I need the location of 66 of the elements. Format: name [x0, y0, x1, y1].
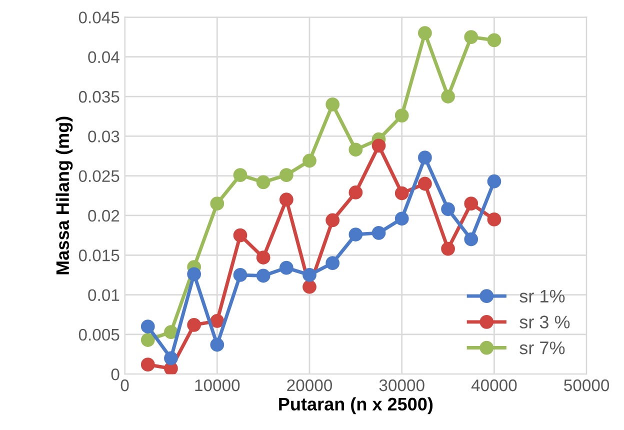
point: [256, 268, 270, 283]
point: [164, 325, 178, 340]
point: [233, 268, 248, 282]
point: [140, 358, 155, 372]
x-tick-label: 0: [120, 379, 129, 392]
y-tick-label: 0.03: [88, 130, 120, 142]
point: [348, 186, 363, 200]
point: [187, 318, 202, 332]
point: [279, 192, 294, 207]
y-axis-title: Massa Hilang (mg): [56, 116, 73, 274]
legend-label: sr 3 %: [520, 316, 570, 328]
point: [464, 232, 478, 246]
point: [279, 260, 294, 275]
point: [140, 320, 155, 334]
x-tick-label: 30000: [379, 379, 424, 392]
point: [441, 202, 455, 216]
point: [233, 168, 248, 182]
point: [418, 176, 432, 191]
x-tick-label: 40000: [471, 379, 517, 392]
point: [372, 138, 386, 153]
point: [302, 154, 316, 168]
point: [279, 168, 294, 182]
point: [140, 333, 155, 347]
point: [348, 142, 363, 157]
legend-label: sr 7%: [520, 342, 565, 354]
point: [418, 26, 432, 40]
point: [326, 213, 340, 228]
point: [487, 174, 502, 188]
y-tick-label: 0.04: [88, 51, 120, 64]
x-tick-label: 10000: [195, 379, 240, 392]
point: [302, 268, 316, 282]
point: [164, 351, 178, 366]
legend-label: sr 1%: [520, 290, 565, 303]
point: [441, 90, 455, 104]
point: [394, 212, 409, 226]
point: [233, 228, 248, 242]
y-tick-label: 0.035: [78, 90, 120, 103]
x-tick-label: 50000: [564, 379, 610, 392]
point: [256, 250, 270, 264]
point: [210, 196, 224, 211]
y-tick-label: 0.025: [78, 170, 120, 182]
point: [464, 30, 478, 44]
y-tick-label: 0.01: [88, 289, 120, 301]
y-tick-label: 0.045: [78, 12, 120, 24]
y-tick-label: 0.005: [78, 328, 120, 341]
point: [441, 242, 455, 256]
x-axis-title: Putaran (n x 2500): [279, 397, 433, 414]
point: [418, 150, 432, 165]
point: [464, 196, 478, 211]
point: [326, 97, 340, 112]
y-tick-label: 0: [111, 368, 120, 380]
point: [372, 226, 386, 240]
point: [348, 228, 363, 242]
point: [394, 186, 409, 200]
point: [256, 175, 270, 190]
point: [487, 212, 502, 226]
point: [187, 267, 202, 282]
point: [210, 314, 224, 328]
point: [394, 108, 409, 122]
x-tick-label: 20000: [287, 379, 332, 392]
y-tick-label: 0.015: [78, 250, 120, 262]
point: [210, 338, 224, 352]
point: [326, 256, 340, 270]
point: [302, 280, 316, 294]
point: [487, 33, 502, 48]
y-tick-label: 0.02: [88, 210, 120, 222]
